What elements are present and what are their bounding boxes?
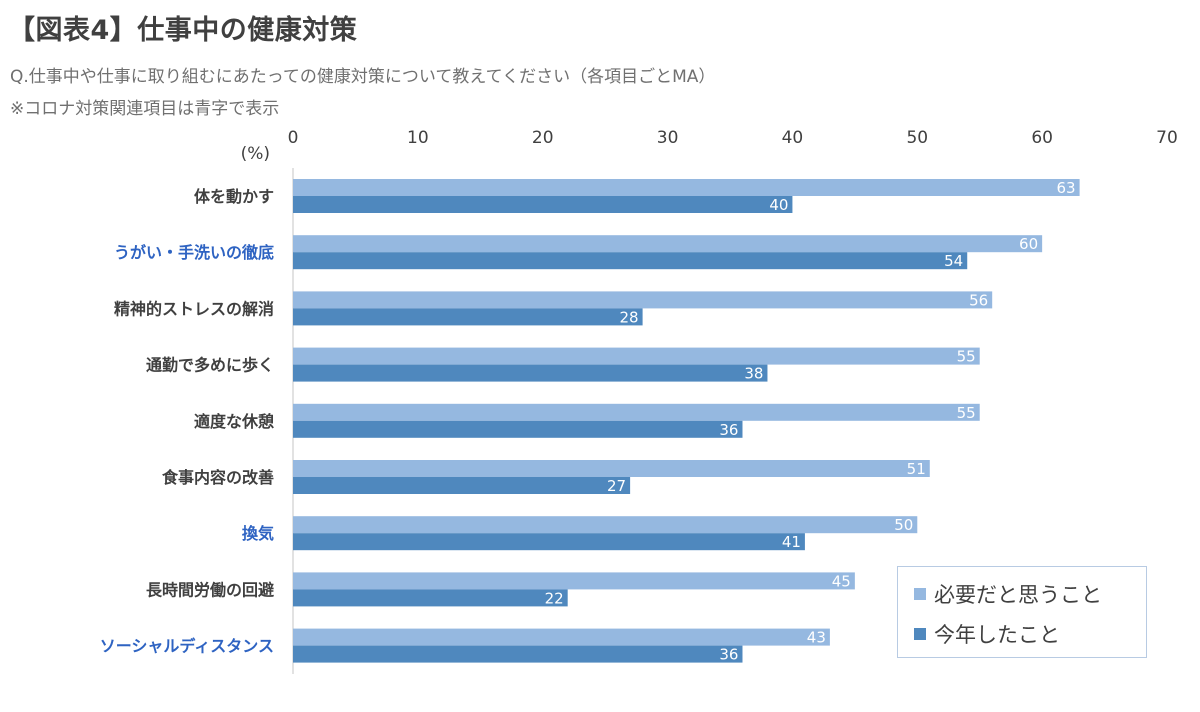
category-label: 適度な休憩 [194,412,274,431]
bar-necessary [293,572,855,590]
data-label: 56 [969,291,988,309]
category-label: 通勤で多めに歩く [146,356,274,375]
legend-item-done: 今年したこと [914,619,1060,649]
data-label: 27 [607,477,626,495]
data-label: 51 [907,460,926,478]
legend-label: 今年したこと [934,623,1060,647]
data-label: 63 [1057,179,1076,197]
legend-label: 必要だと思うこと [934,583,1102,607]
unit-label: (%) [241,144,270,164]
bar-necessary [293,628,830,646]
x-tick-label: 0 [288,128,299,148]
data-label: 54 [944,252,963,270]
data-label: 28 [620,308,639,326]
legend-swatch [914,628,926,640]
bar-necessary [293,179,1080,196]
data-label: 36 [719,646,738,664]
x-tick-label: 30 [657,128,679,148]
category-label: うがい・手洗いの徹底 [114,243,274,262]
bar-necessary [293,403,980,421]
bar-done [293,196,793,213]
x-tick-label: 10 [407,128,429,148]
data-label: 40 [769,196,788,214]
category-label: 長時間労働の回避 [146,580,274,599]
legend-swatch [914,588,926,600]
bar-done [293,589,568,607]
x-tick-label: 60 [1031,128,1053,148]
x-tick-label: 40 [782,128,804,148]
x-tick-label: 50 [906,128,928,148]
data-label: 55 [957,404,976,422]
data-label: 50 [894,516,913,534]
legend-item-necessary: 必要だと思うこと [914,579,1102,609]
category-label: ソーシャルディスタンス [100,637,274,656]
data-label: 43 [807,629,826,647]
bar-necessary [293,291,993,309]
category-label: 精神的ストレスの解消 [114,299,274,318]
data-label: 22 [545,589,564,607]
x-tick-label: 20 [532,128,554,148]
chart-note: ※コロナ対策関連項目は青字で表示 [10,99,280,119]
bar-done [293,252,968,270]
bar-done [293,645,743,663]
bar-necessary [293,235,1043,253]
category-label: 換気 [242,524,274,543]
bar-done [293,308,643,326]
bar-done [293,420,743,438]
bar-necessary [293,347,980,365]
data-label: 41 [782,533,801,551]
category-label: 食事内容の改善 [161,468,274,487]
bar-done [293,533,805,551]
chart-subtitle: Q.仕事中や仕事に取り組むにあたっての健康対策について教えてください（各項目ごと… [10,67,716,87]
data-label: 60 [1019,235,1038,253]
chart-title: 【図表4】仕事中の健康対策 [8,15,358,46]
data-label: 36 [719,421,738,439]
legend: 必要だと思うこと 今年したこと [897,566,1147,658]
x-tick-label: 70 [1156,128,1178,148]
bar-necessary [293,460,930,477]
bar-done [293,364,768,382]
data-label: 38 [744,365,763,383]
bar-done [293,477,631,494]
bar-necessary [293,516,918,534]
category-label: 体を動かす [194,187,274,206]
data-label: 55 [957,348,976,366]
data-label: 45 [832,572,851,590]
